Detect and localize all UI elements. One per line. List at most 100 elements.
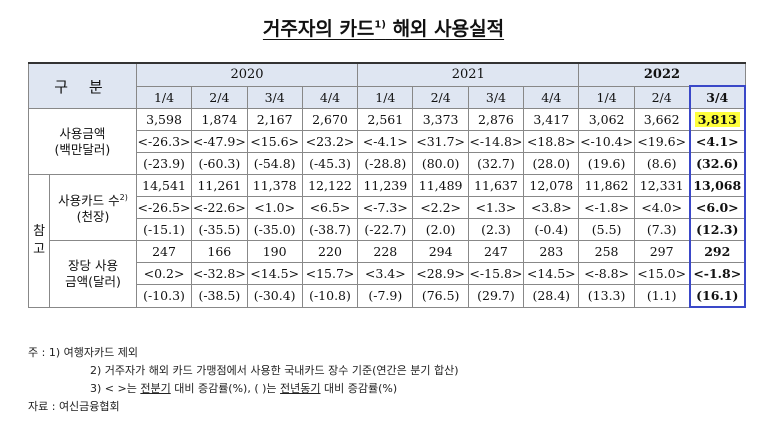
table-cell: (16.1) — [688, 284, 747, 308]
table-cell: 3,598 — [135, 108, 193, 131]
table-cell: <-47.9> — [191, 130, 248, 153]
table-cell: (8.6) — [633, 152, 691, 175]
table-cell: <3.8> — [523, 196, 580, 219]
table-cell: <14.5> — [246, 262, 303, 285]
note-1: 주 : 1) 여행자카드 제외 — [28, 346, 138, 359]
table-cell: (-30.4) — [246, 284, 303, 308]
table-cell: <-1.8> — [688, 262, 747, 285]
year-2020: 2020 — [135, 62, 359, 87]
header-label: 구 분 — [28, 62, 137, 109]
table-cell: (19.6) — [578, 152, 635, 175]
note-3: 3) < >는 전분기 대비 증감률(%), ( )는 전년동기 대비 증감률(… — [90, 382, 398, 395]
table-cell: <1.0> — [246, 196, 303, 219]
table-cell: (5.5) — [578, 218, 635, 241]
table-cell: 11,489 — [412, 174, 469, 197]
source-note: 자료 : 여신금융협회 — [28, 400, 120, 413]
table-cell: (-0.4) — [523, 218, 580, 241]
table-cell: (29.7) — [467, 284, 525, 308]
row-label-amount: 사용금액 (백만달러) — [28, 108, 137, 175]
table-cell: 297 — [633, 240, 691, 263]
table-cell: <23.2> — [301, 130, 359, 153]
table-cell: <-15.8> — [467, 262, 525, 285]
table-cell: (-10.3) — [135, 284, 193, 308]
table-cell: <-22.6> — [191, 196, 248, 219]
table-cell: <0.2> — [135, 262, 193, 285]
table-cell: 11,239 — [357, 174, 414, 197]
table-cell: (-38.7) — [301, 218, 359, 241]
table-cell: <-26.5> — [135, 196, 193, 219]
table-cell: 14,541 — [135, 174, 193, 197]
table-cell: 3,813 — [688, 108, 747, 131]
table-cell: 258 — [578, 240, 635, 263]
table-cell: <19.6> — [633, 130, 691, 153]
table-cell: <2.2> — [412, 196, 469, 219]
quarter-header: 1/4 — [357, 85, 414, 109]
table-cell: <-1.8> — [578, 196, 635, 219]
table-cell: (1.1) — [633, 284, 691, 308]
year-2021: 2021 — [357, 62, 580, 87]
table-cell: <-4.1> — [357, 130, 414, 153]
table-cell: 13,068 — [688, 174, 747, 197]
table-cell: (-35.5) — [191, 218, 248, 241]
table-cell: (-15.1) — [135, 218, 193, 241]
card-usage-table: 구 분 2020 2021 2022 1/4 2/4 3/4 4/4 1/4 2/4 3/4… — [27, 62, 747, 308]
table-cell: 2,167 — [246, 108, 303, 131]
note-2: 2) 거주자가 해외 카드 가맹점에서 사용한 국내카드 장수 기준(연간은 분… — [90, 364, 459, 377]
table-cell: (76.5) — [412, 284, 469, 308]
table-cell: <-8.8> — [578, 262, 635, 285]
table-cell: (-7.9) — [357, 284, 414, 308]
table-cell: (32.7) — [467, 152, 525, 175]
table-cell: <3.4> — [357, 262, 414, 285]
table-cell: <1.3> — [467, 196, 525, 219]
table-cell: (-60.3) — [191, 152, 248, 175]
table-cell: <4.1> — [688, 130, 747, 153]
table-cell: 283 — [523, 240, 580, 263]
table-cell: 11,261 — [191, 174, 248, 197]
quarter-header: 4/4 — [523, 85, 580, 109]
table-cell: 11,637 — [467, 174, 525, 197]
table-cell: (-10.8) — [301, 284, 359, 308]
table-cell: 11,378 — [246, 174, 303, 197]
row-label-cards: 사용카드 수2) (천장) — [49, 174, 137, 241]
quarter-header: 2/4 — [191, 85, 248, 109]
year-2022: 2022 — [578, 62, 746, 87]
table-cell: 2,670 — [301, 108, 359, 131]
table-cell: 12,122 — [301, 174, 359, 197]
table-cell: (2.3) — [467, 218, 525, 241]
table-cell: (-35.0) — [246, 218, 303, 241]
quarter-header: 3/4 — [688, 85, 747, 109]
quarter-header: 3/4 — [246, 85, 303, 109]
table-cell: <4.0> — [633, 196, 691, 219]
quarter-header: 1/4 — [135, 85, 193, 109]
table-cell: 12,078 — [523, 174, 580, 197]
table-cell: <28.9> — [412, 262, 469, 285]
table-cell: (-54.8) — [246, 152, 303, 175]
table-cell: (-38.5) — [191, 284, 248, 308]
row-label-per-card: 장당 사용 금액(달러) — [49, 240, 137, 308]
table-cell: <-14.8> — [467, 130, 525, 153]
table-cell: <-10.4> — [578, 130, 635, 153]
table-cell: 11,862 — [578, 174, 635, 197]
table-cell: (32.6) — [688, 152, 747, 175]
table-cell: <6.5> — [301, 196, 359, 219]
table-cell: (-22.7) — [357, 218, 414, 241]
table-cell: 220 — [301, 240, 359, 263]
table-cell: 3,062 — [578, 108, 635, 131]
table-cell: 228 — [357, 240, 414, 263]
table-cell: (2.0) — [412, 218, 469, 241]
table-cell: 1,874 — [191, 108, 248, 131]
quarter-header: 1/4 — [578, 85, 635, 109]
table-cell: <15.7> — [301, 262, 359, 285]
table-cell: 247 — [467, 240, 525, 263]
table-cell: <15.6> — [246, 130, 303, 153]
quarter-header: 3/4 — [467, 85, 525, 109]
table-cell: (28.4) — [523, 284, 580, 308]
table-cell: <14.5> — [523, 262, 580, 285]
table-cell: <-7.3> — [357, 196, 414, 219]
table-cell: 166 — [191, 240, 248, 263]
table-cell: 12,331 — [633, 174, 691, 197]
quarter-header: 4/4 — [301, 85, 359, 109]
table-cell: 294 — [412, 240, 469, 263]
table-cell: 2,561 — [357, 108, 414, 131]
table-cell: <15.0> — [633, 262, 691, 285]
